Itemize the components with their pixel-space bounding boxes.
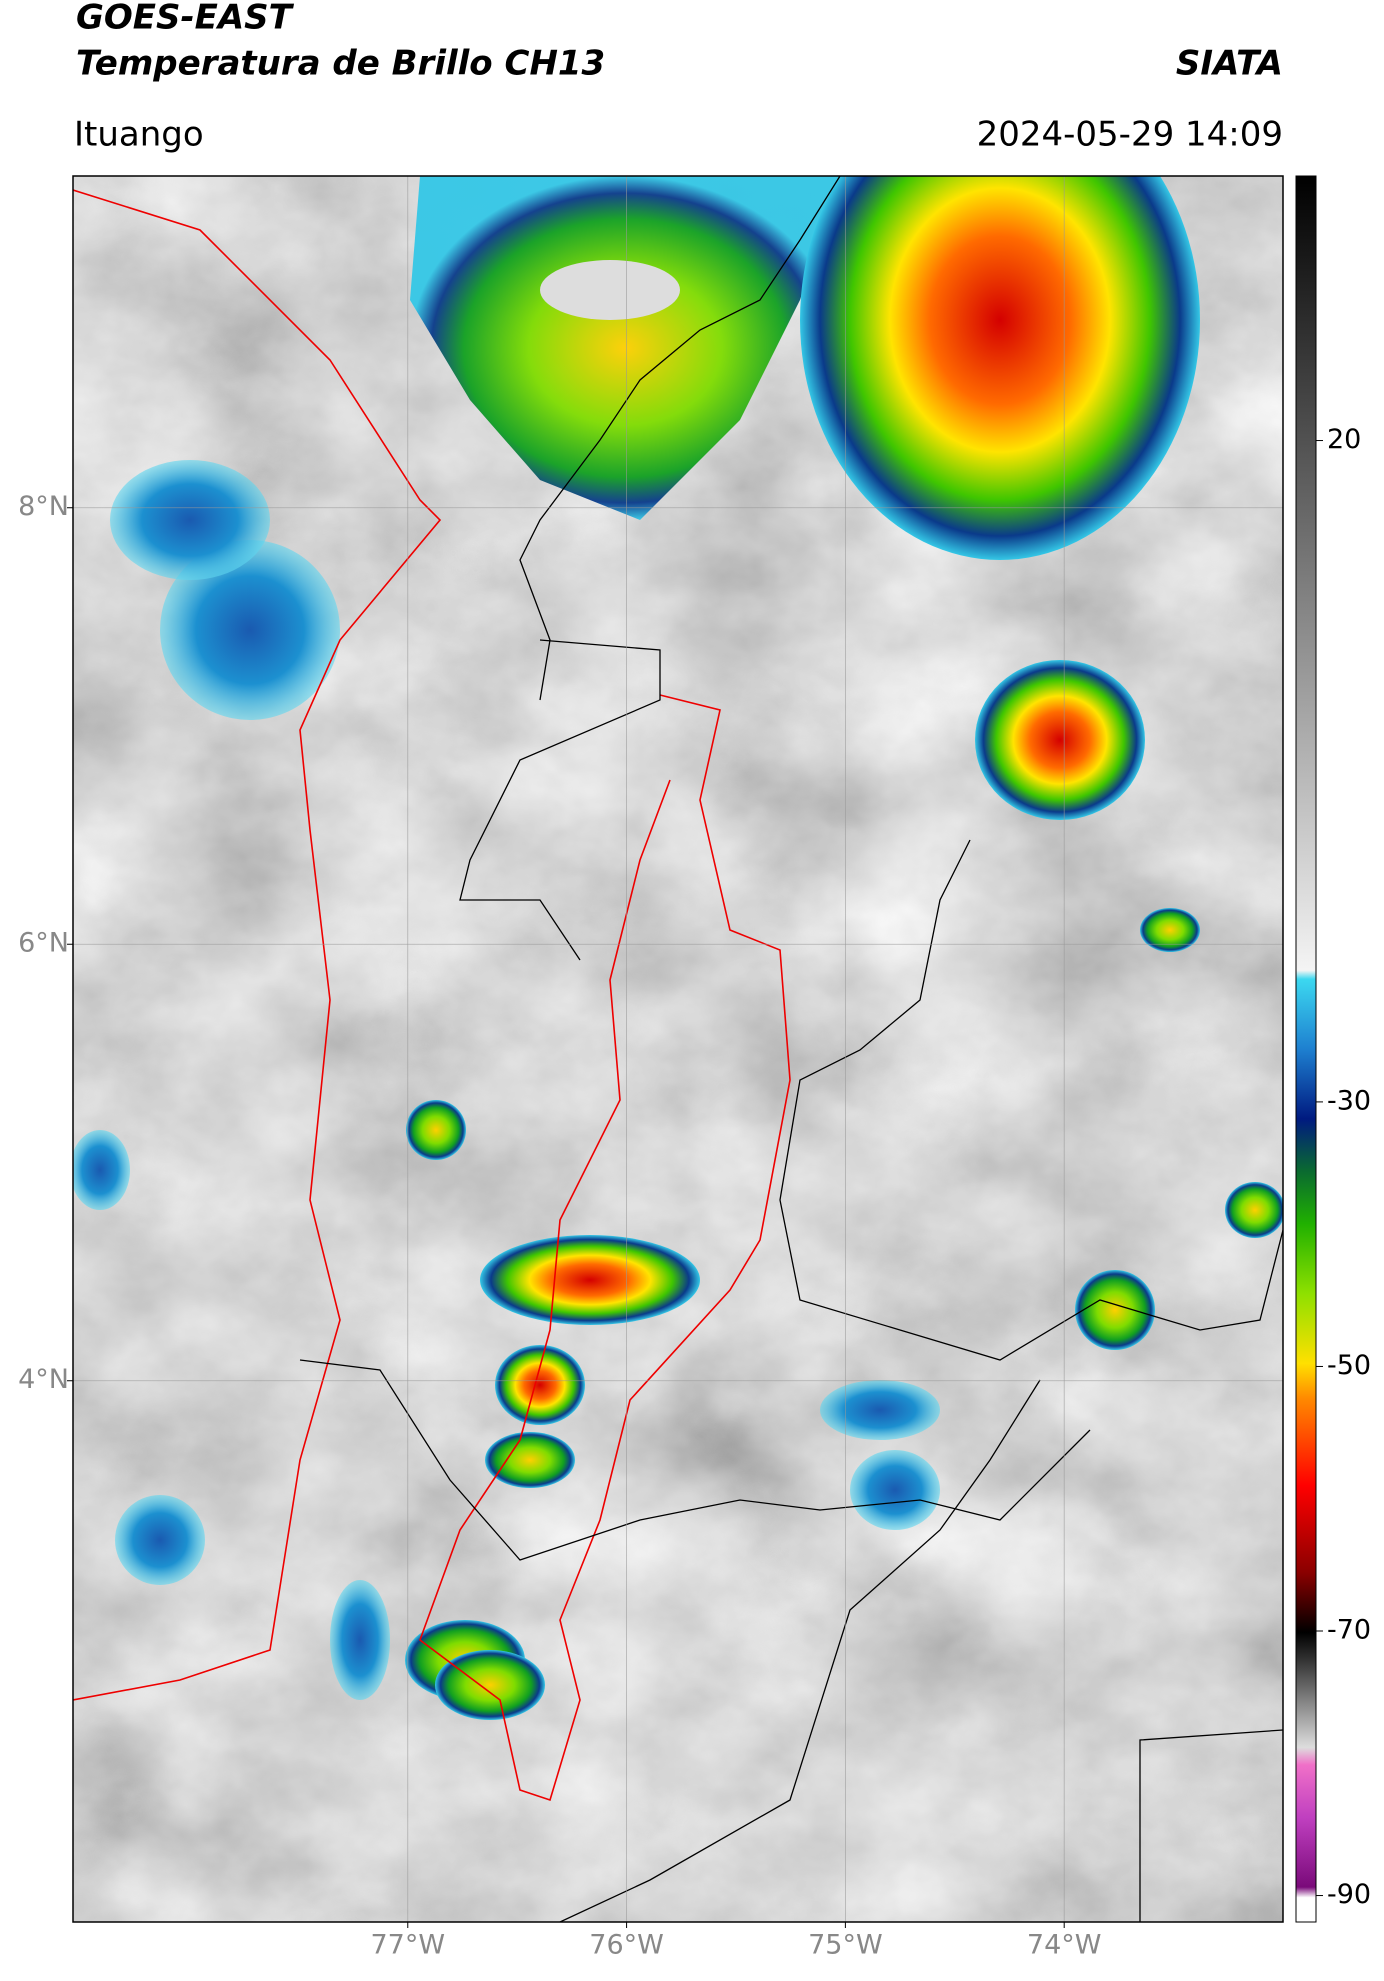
colorbar bbox=[1295, 175, 1317, 1923]
source: SIATA bbox=[1176, 44, 1283, 84]
convection bbox=[1225, 1182, 1283, 1238]
lon-tick-label: 76°W bbox=[589, 1930, 664, 1961]
graticule bbox=[73, 176, 1283, 1922]
lon-tick-label: 77°W bbox=[370, 1930, 445, 1961]
lat-tick-label: 8°N bbox=[18, 491, 69, 522]
product: Temperatura de Brillo CH13 bbox=[76, 44, 605, 84]
lon-tick-label: 75°W bbox=[808, 1930, 883, 1961]
convection bbox=[975, 660, 1145, 820]
convection bbox=[1075, 1270, 1155, 1350]
boundary bbox=[559, 1379, 1041, 1922]
datetime: 2024-05-29 14:09 bbox=[977, 115, 1283, 155]
cloud-gap bbox=[540, 260, 680, 320]
convection bbox=[435, 1650, 545, 1720]
colorbar-tick-label: -90 bbox=[1327, 1879, 1371, 1910]
coastline bbox=[73, 189, 442, 1701]
convection bbox=[495, 1345, 585, 1425]
colorbar-tick-label: -30 bbox=[1327, 1085, 1371, 1116]
boundary bbox=[299, 1359, 1091, 1561]
convection bbox=[480, 1235, 700, 1325]
cold-cloud bbox=[160, 540, 340, 720]
cold-cloud bbox=[330, 1580, 390, 1700]
cold-cloud bbox=[820, 1380, 940, 1440]
cold-cloud bbox=[115, 1495, 205, 1585]
colorbar-tick-label: -70 bbox=[1327, 1615, 1371, 1646]
convection bbox=[410, 176, 840, 520]
lat-tick-label: 4°N bbox=[18, 1364, 69, 1395]
map-frame bbox=[72, 175, 1284, 1923]
boundary bbox=[779, 839, 1283, 1361]
colorbar-tick-label: 20 bbox=[1327, 424, 1361, 455]
satellite: GOES-EAST bbox=[76, 0, 295, 38]
convection bbox=[1140, 908, 1200, 952]
cold-cloud bbox=[850, 1450, 940, 1530]
convection bbox=[800, 176, 1200, 560]
boundary bbox=[519, 176, 841, 701]
lat-tick-label: 6°N bbox=[18, 928, 69, 959]
boundary bbox=[1139, 1729, 1283, 1922]
cold-cloud bbox=[73, 1130, 130, 1210]
convection bbox=[485, 1432, 575, 1488]
lon-tick-label: 74°W bbox=[1027, 1930, 1102, 1961]
map-image bbox=[73, 176, 1283, 1922]
boundary bbox=[459, 639, 661, 961]
convection bbox=[406, 1100, 466, 1160]
basin-outline bbox=[419, 694, 791, 1802]
location: Ituango bbox=[74, 115, 204, 155]
cold-cloud bbox=[110, 460, 270, 580]
colorbar-tick-label: -50 bbox=[1327, 1350, 1371, 1381]
